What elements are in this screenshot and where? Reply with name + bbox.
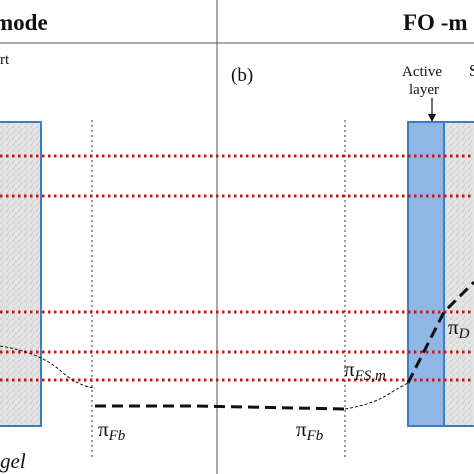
pi-d-label: πD [448, 315, 470, 342]
support-layer-fragment: rt [0, 52, 10, 68]
left-header: mode [0, 10, 48, 35]
support-layer-partial-label: S [469, 61, 474, 80]
dotted-lines [0, 154, 474, 382]
profile-active-layer-bold [406, 280, 474, 384]
right-support-layer [443, 121, 474, 427]
active-layer-label-2: layer [409, 82, 439, 98]
active-layer [407, 121, 445, 427]
profile-bulk-bold [95, 404, 346, 411]
left-bottom-fragment: gel [0, 449, 26, 473]
active-layer-arrowhead [428, 114, 436, 122]
pi-fb-label-left: πFb [98, 417, 126, 444]
profile-thin-right [344, 382, 409, 410]
left-membrane-support [0, 121, 42, 427]
panel-b-label: (b) [231, 65, 253, 86]
profile-thin-left [0, 345, 96, 389]
pi-fsm-label: πFS,m [344, 357, 386, 384]
active-layer-label-1: Active [402, 64, 442, 80]
right-header: FO -m [403, 10, 468, 35]
pi-fb-label-right: πFb [296, 417, 324, 444]
